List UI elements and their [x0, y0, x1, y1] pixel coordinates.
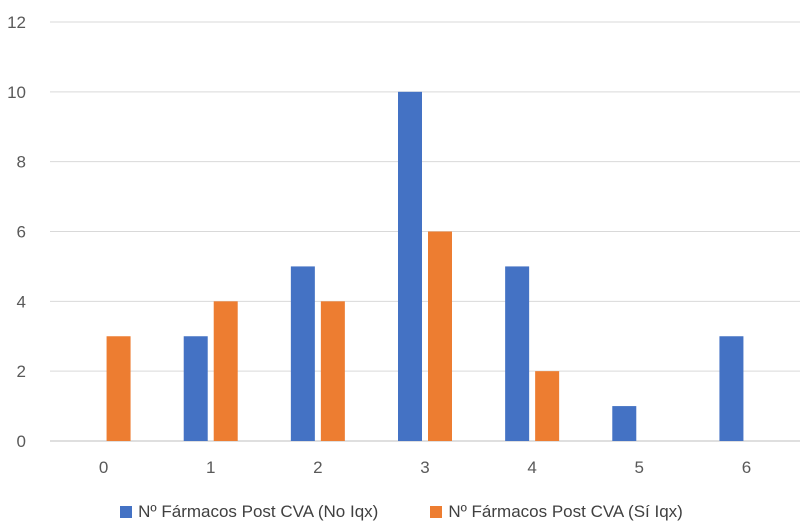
- bar-si-iqx-3: [428, 231, 452, 441]
- legend-swatch-si-iqx: [430, 506, 443, 518]
- y-tick-label: 4: [17, 292, 26, 311]
- bar-no-iqx-6: [719, 336, 744, 441]
- gridlines: [50, 21, 800, 442]
- bar-si-iqx-4: [535, 371, 560, 441]
- x-tick-label: 6: [742, 458, 751, 477]
- legend-label-si-iqx: Nº Fármacos Post CVA (Sí Iqx): [448, 502, 683, 521]
- legend-item-no-iqx: Nº Fármacos Post CVA (No Iqx): [120, 502, 378, 522]
- legend-item-si-iqx: Nº Fármacos Post CVA (Sí Iqx): [430, 502, 683, 522]
- bars: [106, 91, 744, 441]
- legend: Nº Fármacos Post CVA (No Iqx) Nº Fármaco…: [0, 500, 803, 524]
- y-tick-label: 6: [17, 223, 26, 242]
- bar-no-iqx-1: [183, 336, 208, 441]
- bar-no-iqx-4: [505, 266, 530, 441]
- x-tick-label: 0: [99, 458, 108, 477]
- x-tick-label: 5: [635, 458, 644, 477]
- bar-no-iqx-2: [290, 266, 315, 441]
- x-tick-label: 1: [206, 458, 215, 477]
- y-axis-ticks: 0 2 4 6 8 10 12: [7, 13, 26, 451]
- bar-no-iqx-3: [398, 91, 422, 441]
- y-tick-label: 8: [17, 153, 26, 172]
- bar-si-iqx-1: [213, 301, 238, 441]
- y-tick-label: 12: [7, 13, 26, 32]
- y-tick-label: 2: [17, 362, 26, 381]
- legend-label-no-iqx: Nº Fármacos Post CVA (No Iqx): [138, 502, 379, 521]
- y-tick-label: 10: [7, 83, 26, 102]
- x-axis-ticks: 0 1 2 3 4 5 6: [99, 458, 751, 477]
- x-tick-label: 4: [527, 458, 536, 477]
- bar-no-iqx-5: [612, 406, 637, 441]
- y-tick-label: 0: [17, 432, 26, 451]
- bar-si-iqx-2: [320, 301, 345, 441]
- legend-swatch-no-iqx: [120, 506, 133, 518]
- x-tick-label: 3: [420, 458, 429, 477]
- x-tick-label: 2: [313, 458, 322, 477]
- bar-si-iqx-0: [106, 336, 131, 441]
